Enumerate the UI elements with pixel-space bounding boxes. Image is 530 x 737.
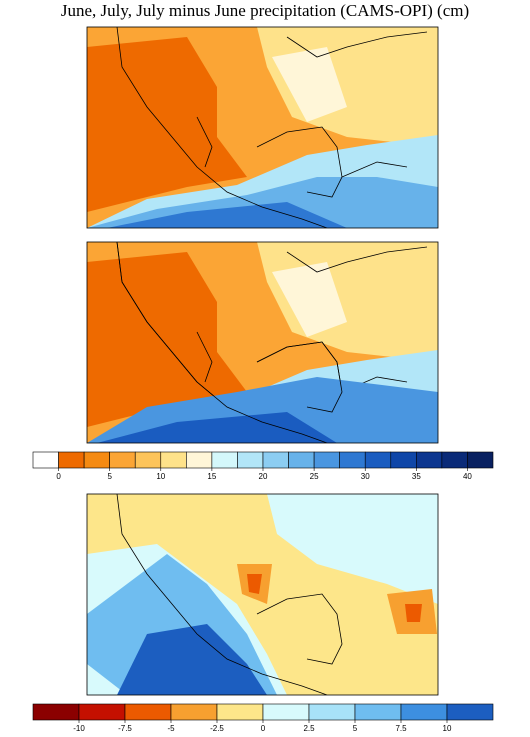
tick-label: 2.5 — [303, 724, 315, 733]
colorbar-box — [32, 703, 80, 721]
tick-label: 15 — [207, 472, 216, 481]
colorbar-box — [441, 451, 468, 469]
tick-label: -10 — [73, 724, 85, 733]
colorbar-box — [390, 451, 417, 469]
colorbar-box — [170, 703, 218, 721]
tick-label: 0 — [261, 724, 266, 733]
tick-label: -5 — [167, 724, 175, 733]
tick-label: -7.5 — [118, 724, 132, 733]
colorbar: 0 5 10 15 20 25 30 35 40 — [32, 451, 494, 481]
colorbar-box — [124, 703, 172, 721]
colorbar-box — [134, 451, 162, 469]
colorbar-box — [400, 703, 448, 721]
tick-label: 5 — [107, 472, 112, 481]
colorbar-box — [78, 703, 126, 721]
colorbar-box — [416, 451, 443, 469]
colorbar-box — [354, 703, 402, 721]
colorbar-box — [109, 451, 136, 469]
tick-label: 10 — [156, 472, 165, 481]
colorbar-box — [160, 451, 187, 469]
colorbar-box — [58, 451, 85, 469]
tick-label: -2.5 — [210, 724, 224, 733]
tick-label: 0 — [56, 472, 61, 481]
map-july — [86, 241, 439, 444]
colorbar-box — [467, 451, 494, 469]
map-difference — [86, 493, 439, 696]
colorbar-box — [83, 451, 110, 469]
tick-label: 10 — [443, 724, 452, 733]
colorbar: -10 -7.5 -5 -2.5 0 2.5 5 7.5 10 — [32, 703, 494, 733]
colorbar-box — [262, 451, 289, 469]
colorbar-box — [446, 703, 494, 721]
tick-label: 5 — [353, 724, 358, 733]
colorbar-box — [288, 451, 315, 469]
colorbar-box — [313, 451, 340, 469]
map-june — [86, 26, 439, 229]
tick-label: 7.5 — [395, 724, 407, 733]
colorbar-box — [339, 451, 366, 469]
tick-label: 35 — [412, 472, 421, 481]
tick-label: 40 — [463, 472, 472, 481]
colorbar-box — [308, 703, 356, 721]
title: June, July, July minus June precipitatio… — [61, 1, 469, 20]
tick-label: 30 — [361, 472, 370, 481]
colorbar-box — [216, 703, 264, 721]
colorbar-box — [364, 451, 392, 469]
colorbar-box — [32, 451, 59, 469]
colorbar-box — [211, 451, 238, 469]
colorbar-box — [237, 451, 264, 469]
tick-label: 25 — [310, 472, 319, 481]
colorbar-box — [186, 451, 213, 469]
colorbar-box — [262, 703, 310, 721]
tick-label: 20 — [259, 472, 268, 481]
